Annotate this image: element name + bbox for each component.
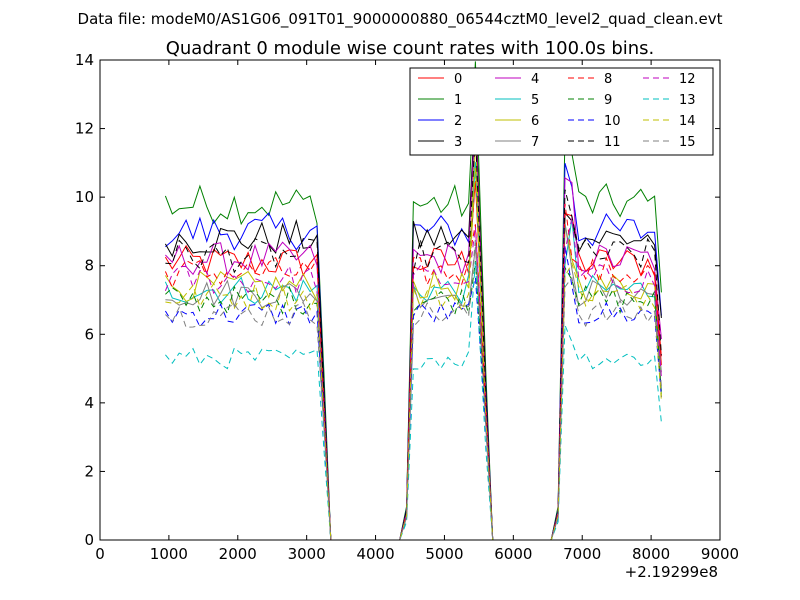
series-line-10: [164, 245, 662, 541]
legend-label-0: 0: [454, 72, 462, 87]
legend-label-10: 10: [604, 114, 621, 129]
legend-label-14: 14: [679, 114, 696, 129]
series-line-13: [165, 261, 662, 541]
legend-label-15: 15: [679, 135, 696, 150]
series-line-14: [165, 167, 662, 541]
y-tick-label: 2: [84, 462, 94, 480]
series-line-7: [165, 222, 662, 541]
legend-label-8: 8: [604, 72, 612, 87]
plot-frame: [99, 59, 721, 541]
series-line-4: [165, 112, 662, 541]
legend-label-12: 12: [679, 72, 696, 87]
legend-label-5: 5: [531, 93, 539, 108]
x-tick-label: 7000: [563, 545, 601, 563]
y-tick-label: 6: [84, 325, 94, 343]
axes: 0 1000 2000 3000 4000 5000 6000 7000 8000 9000 0 2 4…: [75, 51, 739, 563]
legend-frame: [409, 67, 714, 156]
series-line-11: [165, 131, 662, 541]
legend-label-3: 3: [454, 135, 462, 150]
x-tick-label: 9000: [701, 545, 739, 563]
x-tick-label: 4000: [356, 545, 394, 563]
legend-label-4: 4: [531, 72, 539, 87]
series-line-2: [165, 123, 662, 541]
x-tick-label: 3000: [288, 545, 326, 563]
x-tick-label: 5000: [425, 545, 463, 563]
x-tick-label: 6000: [494, 545, 532, 563]
chart-title: Quadrant 0 module wise count rates with …: [166, 38, 655, 59]
legend-label-11: 11: [604, 135, 621, 150]
x-tick-label: 1000: [150, 545, 188, 563]
plot-lines: [164, 61, 662, 541]
y-tick-label: 0: [84, 531, 94, 549]
legend-label-1: 1: [454, 93, 462, 108]
series-line-9: [165, 261, 662, 541]
y-tick-label: 10: [75, 188, 94, 206]
legend-label-9: 9: [604, 93, 612, 108]
y-tick-label: 8: [84, 257, 94, 275]
y-tick-label: 12: [75, 120, 94, 138]
legend-label-2: 2: [454, 114, 462, 129]
legend-label-7: 7: [531, 135, 539, 150]
figure-suptitle: Data file: modeM0/AS1G06_091T01_90000008…: [78, 10, 723, 29]
x-offset-label: +2.19299e8: [625, 563, 718, 581]
series-line-1: [164, 61, 662, 541]
legend-label-6: 6: [531, 114, 539, 129]
series-line-8: [164, 203, 662, 541]
series-line-6: [164, 136, 662, 541]
x-tick-label: 8000: [632, 545, 670, 563]
series-line-15: [165, 239, 662, 541]
legend-label-13: 13: [679, 93, 696, 108]
x-tick-label: 2000: [219, 545, 257, 563]
y-tick-label: 14: [75, 51, 94, 69]
y-tick-label: 4: [84, 394, 94, 412]
series-line-3: [164, 100, 662, 541]
x-tick-label: 0: [95, 545, 105, 563]
